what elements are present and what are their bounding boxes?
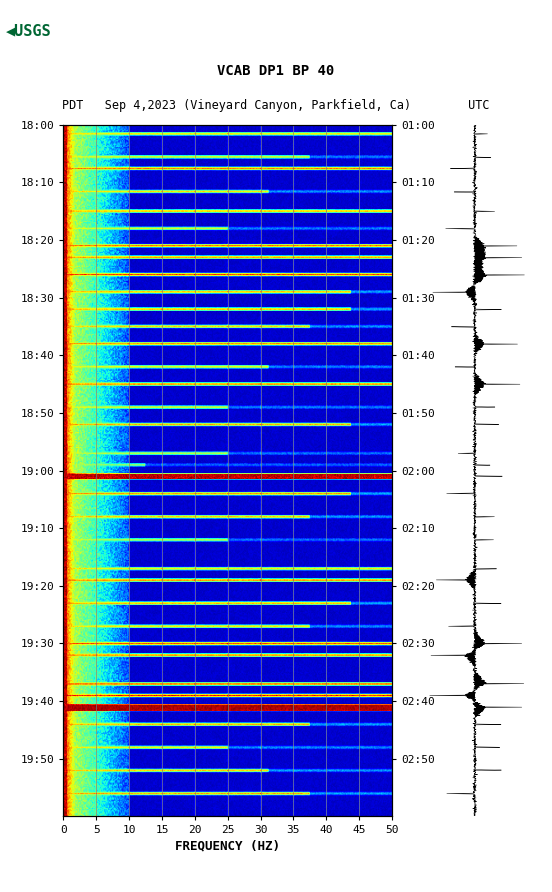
Text: ◀USGS: ◀USGS [6, 24, 51, 38]
Text: VCAB DP1 BP 40: VCAB DP1 BP 40 [217, 64, 335, 78]
X-axis label: FREQUENCY (HZ): FREQUENCY (HZ) [175, 839, 280, 853]
Text: PDT   Sep 4,2023 (Vineyard Canyon, Parkfield, Ca)        UTC: PDT Sep 4,2023 (Vineyard Canyon, Parkfie… [62, 99, 490, 112]
